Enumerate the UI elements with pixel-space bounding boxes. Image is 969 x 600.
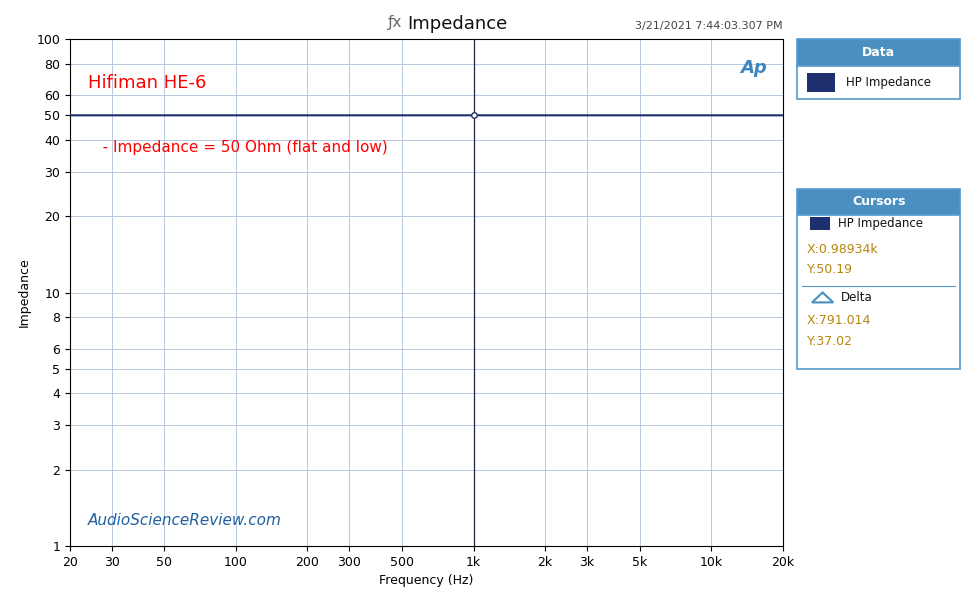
Text: 3/21/2021 7:44:03.307 PM: 3/21/2021 7:44:03.307 PM <box>635 22 782 31</box>
FancyBboxPatch shape <box>797 39 959 66</box>
Text: X:0.98934k: X:0.98934k <box>806 243 878 256</box>
Text: Hifiman HE-6: Hifiman HE-6 <box>87 74 205 92</box>
Text: Delta: Delta <box>840 292 872 304</box>
Text: AudioScienceReview.com: AudioScienceReview.com <box>87 513 281 528</box>
Text: ƒx: ƒx <box>388 15 402 30</box>
Bar <box>806 73 834 92</box>
Text: X:791.014: X:791.014 <box>806 314 870 327</box>
Text: Impedance: Impedance <box>407 15 507 33</box>
FancyBboxPatch shape <box>797 215 959 369</box>
Text: Cursors: Cursors <box>851 196 905 208</box>
FancyBboxPatch shape <box>797 66 959 99</box>
X-axis label: Frequency (Hz): Frequency (Hz) <box>379 574 473 587</box>
Text: Y:50.19: Y:50.19 <box>806 263 853 275</box>
Bar <box>809 217 829 230</box>
Text: Ap: Ap <box>739 59 766 77</box>
Text: - Impedance = 50 Ohm (flat and low): - Impedance = 50 Ohm (flat and low) <box>87 140 387 155</box>
Text: Y:37.02: Y:37.02 <box>806 335 853 347</box>
FancyBboxPatch shape <box>797 189 959 215</box>
Y-axis label: Impedance: Impedance <box>17 257 31 328</box>
Text: HP Impedance: HP Impedance <box>845 76 930 89</box>
Text: Data: Data <box>861 46 894 59</box>
Text: HP Impedance: HP Impedance <box>837 217 922 230</box>
